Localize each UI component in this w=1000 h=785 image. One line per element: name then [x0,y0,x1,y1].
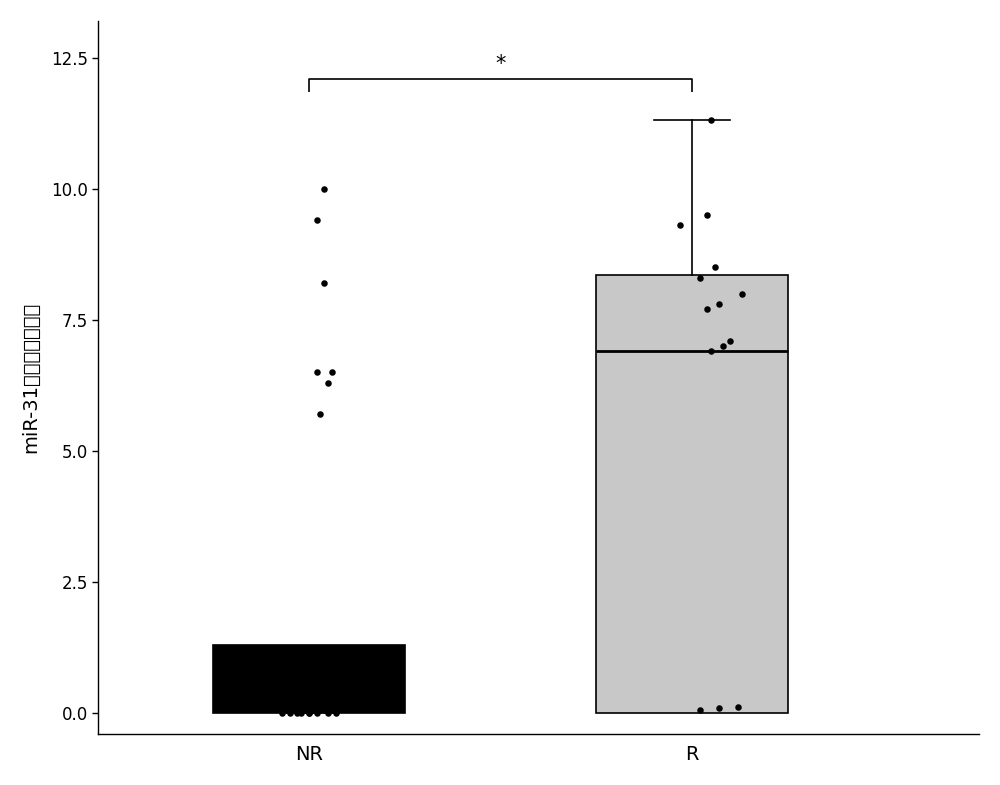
Point [699,303,715,316]
Point [320,706,336,719]
Point [309,706,325,719]
Bar [596,276,788,713]
Bar [213,645,405,713]
Point [324,366,340,378]
Point [707,261,723,274]
Point [711,298,727,310]
Point [309,366,325,378]
Point [692,704,708,717]
Point [312,408,328,421]
Point [703,345,719,357]
Point [722,334,738,347]
Point [278,704,294,717]
Point [711,702,727,714]
Point [328,706,344,719]
Point [316,182,332,195]
Point [734,287,750,300]
Point [286,704,302,717]
Point [301,706,317,719]
Point [293,702,309,714]
Point [715,340,731,352]
Point [316,277,332,290]
Point [320,377,336,389]
Point [672,219,688,232]
Point [324,704,340,717]
Y-axis label: miR-31的相对表达水平: miR-31的相对表达水平 [21,301,40,453]
Point [293,706,309,719]
Point [699,209,715,221]
Point [305,704,321,717]
Point [309,214,325,226]
Point [692,272,708,284]
Point [282,706,298,719]
Text: *: * [495,54,506,75]
Point [289,706,305,719]
Point [274,706,290,719]
Point [316,704,332,717]
Point [312,704,328,717]
Point [703,114,719,126]
Point [301,706,317,719]
Point [730,700,746,713]
Point [297,704,313,717]
Point [309,702,325,714]
